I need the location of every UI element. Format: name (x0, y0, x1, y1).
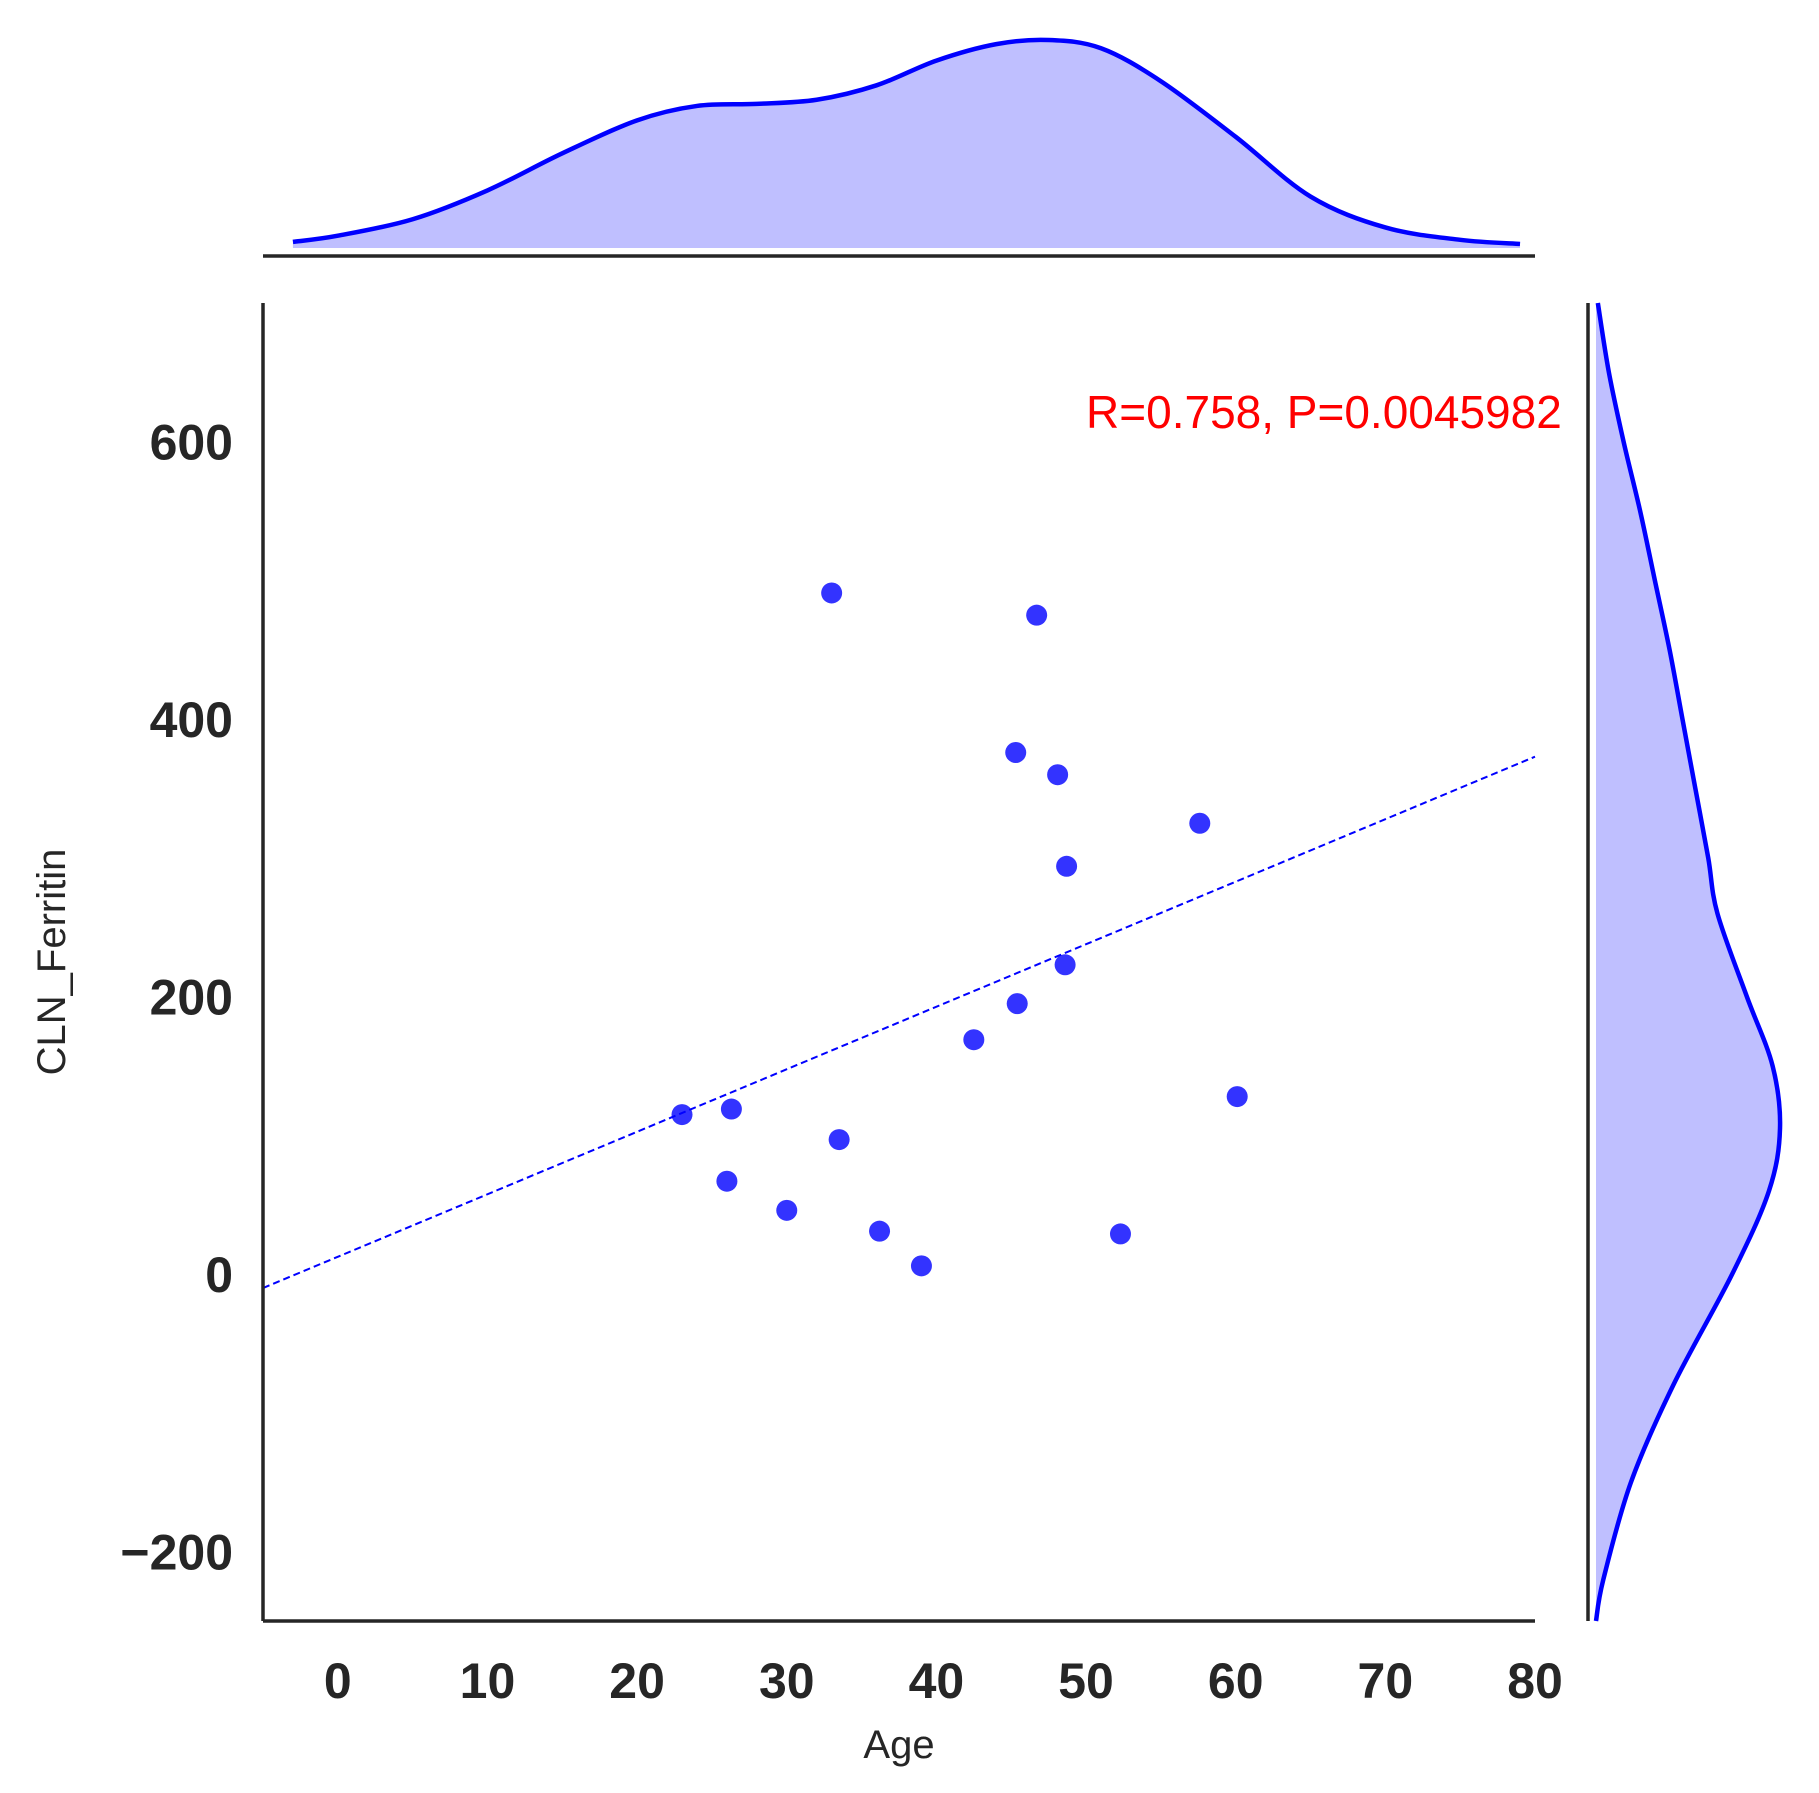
data-point (963, 1029, 985, 1051)
x-tick-label: 20 (609, 1653, 665, 1709)
marginal-y-kde (1586, 302, 1783, 1622)
marginal-x-kde (263, 37, 1535, 258)
data-point (1026, 604, 1048, 626)
x-tick-labels: 0 10 20 30 40 50 60 70 80 (324, 1653, 1563, 1709)
data-point (1006, 993, 1028, 1015)
data-point (910, 1255, 932, 1277)
y-tick-label: 0 (205, 1247, 233, 1303)
marginal-x-fill (292, 39, 1521, 248)
x-tick-label: 70 (1358, 1653, 1414, 1709)
x-tick-label: 50 (1058, 1653, 1114, 1709)
regression-line (262, 755, 1536, 1289)
x-tick-label: 0 (324, 1653, 352, 1709)
data-point (1226, 1086, 1248, 1108)
data-point (720, 1098, 742, 1120)
x-tick-label: 80 (1507, 1653, 1563, 1709)
data-point (828, 1129, 850, 1151)
data-point (1109, 1223, 1131, 1245)
data-point (671, 1104, 693, 1126)
data-point (1054, 954, 1076, 976)
data-point (716, 1170, 738, 1192)
data-point (1047, 764, 1069, 786)
x-tick-label: 40 (909, 1653, 965, 1709)
x-tick-label: 10 (460, 1653, 516, 1709)
data-point (1056, 855, 1078, 877)
data-point (821, 582, 843, 604)
marginal-x-line (292, 37, 1521, 247)
scatter-plot-area: 0 10 20 30 40 50 60 70 80 −200 0 200 400 600 R=0.758… (120, 303, 1563, 1709)
y-tick-labels: −200 0 200 400 600 (120, 415, 233, 1581)
x-axis-label: Age (863, 1723, 934, 1767)
y-axis-label: CLN_Ferritin (30, 849, 74, 1076)
scatter-points (671, 582, 1248, 1277)
data-point (869, 1220, 891, 1242)
y-tick-label: 600 (150, 415, 233, 471)
data-point (1005, 742, 1027, 764)
data-point (776, 1199, 798, 1221)
x-tick-label: 30 (759, 1653, 815, 1709)
x-tick-label: 60 (1208, 1653, 1264, 1709)
marginal-y-fill (1596, 303, 1781, 1621)
y-tick-label: 200 (150, 970, 233, 1026)
y-tick-label: −200 (120, 1525, 233, 1581)
data-point (1189, 812, 1211, 834)
y-tick-label: 400 (150, 692, 233, 748)
marginal-y-line (1593, 302, 1783, 1622)
correlation-annotation: R=0.758, P=0.0045982 (1086, 386, 1562, 438)
